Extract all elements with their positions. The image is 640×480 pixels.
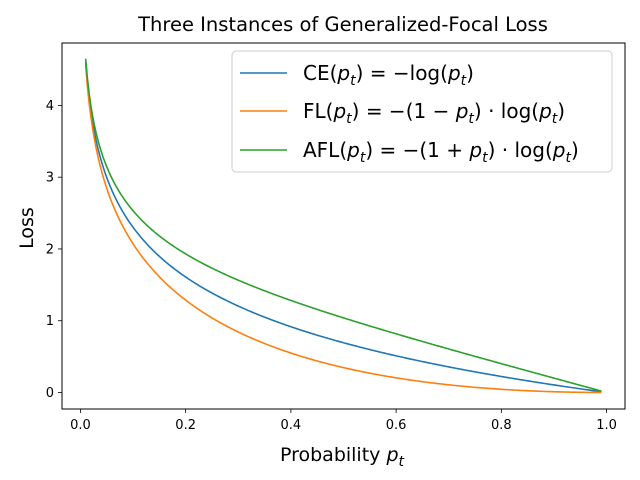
y-tick-label: 1 bbox=[46, 314, 54, 329]
chart-title: Three Instances of Generalized-Focal Los… bbox=[137, 13, 548, 36]
y-tick-label: 0 bbox=[46, 386, 54, 401]
legend-label-ce: CE(pt) = −log(pt) bbox=[303, 61, 474, 89]
x-tick-label: 0.8 bbox=[491, 418, 512, 433]
series-line-afl bbox=[84, 58, 602, 392]
plot-frame bbox=[61, 42, 626, 410]
series-line-fl bbox=[84, 65, 602, 394]
y-tick-label: 3 bbox=[46, 171, 54, 186]
y-tick-label: 4 bbox=[46, 99, 54, 114]
plot-area bbox=[61, 42, 626, 410]
legend-label-fl: FL(pt) = −(1 − pt) · log(pt) bbox=[303, 99, 565, 127]
series-group bbox=[84, 58, 602, 394]
x-axis-label: Probability pt bbox=[280, 444, 405, 470]
x-tick-label: 0.2 bbox=[175, 418, 196, 433]
y-tick-label: 2 bbox=[46, 242, 54, 257]
legend-box bbox=[231, 50, 613, 173]
x-tick-label: 0.6 bbox=[386, 418, 407, 433]
y-axis-ticks: 0 1 2 3 4 bbox=[46, 99, 62, 401]
x-tick-label: 1.0 bbox=[596, 418, 617, 433]
x-tick-label: 0.0 bbox=[70, 418, 91, 433]
legend-label-afl: AFL(pt) = −(1 + pt) · log(pt) bbox=[303, 138, 579, 166]
x-tick-label: 0.4 bbox=[281, 418, 302, 433]
legend: CE(pt) = −log(pt) FL(pt) = −(1 − pt) · lo… bbox=[231, 50, 613, 173]
y-axis-label: Loss bbox=[16, 207, 38, 249]
series-line-ce bbox=[84, 61, 602, 393]
x-axis-ticks: 0.0 0.2 0.4 0.6 0.8 1.0 bbox=[70, 409, 617, 433]
